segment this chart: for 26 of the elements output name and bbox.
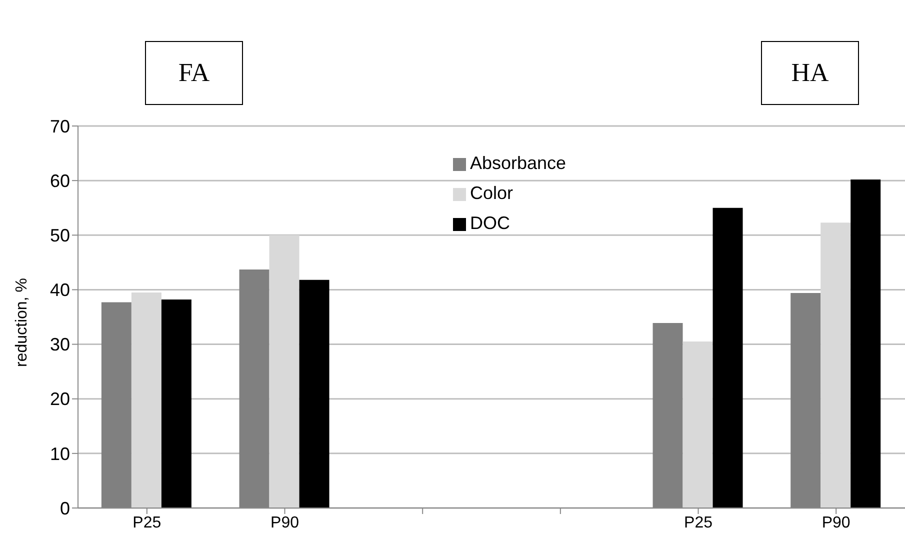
bar <box>269 235 300 508</box>
y-tick-label: 0 <box>60 498 70 518</box>
legend-label: Color <box>470 183 514 203</box>
y-tick-label: 10 <box>50 444 70 464</box>
x-tick-label: P90 <box>270 514 300 532</box>
legend-label: DOC <box>470 213 510 233</box>
bar <box>299 280 330 508</box>
y-tick-label: 50 <box>50 226 70 246</box>
bar <box>712 208 743 508</box>
x-tick-label: P90 <box>822 514 850 532</box>
legend-label: Absorbance <box>470 153 566 173</box>
y-tick-label: 40 <box>50 280 70 300</box>
bar <box>161 300 192 508</box>
text: FA <box>145 41 243 105</box>
y-tick-label: 30 <box>50 334 70 355</box>
x-tick-label: P25 <box>132 514 162 532</box>
bar <box>850 179 881 508</box>
bar <box>131 292 162 508</box>
bar <box>682 342 713 508</box>
y-tick-label: 20 <box>50 389 70 410</box>
x-tick-label: P25 <box>684 514 713 532</box>
y-axis-title: reduction, % <box>14 278 31 367</box>
text: HA <box>761 41 859 105</box>
bar <box>820 222 851 508</box>
y-tick-label: 70 <box>50 116 70 136</box>
y-tick-label: 60 <box>50 170 70 191</box>
